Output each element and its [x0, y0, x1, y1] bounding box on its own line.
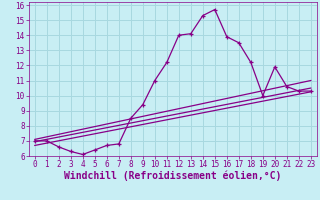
X-axis label: Windchill (Refroidissement éolien,°C): Windchill (Refroidissement éolien,°C)	[64, 171, 282, 181]
